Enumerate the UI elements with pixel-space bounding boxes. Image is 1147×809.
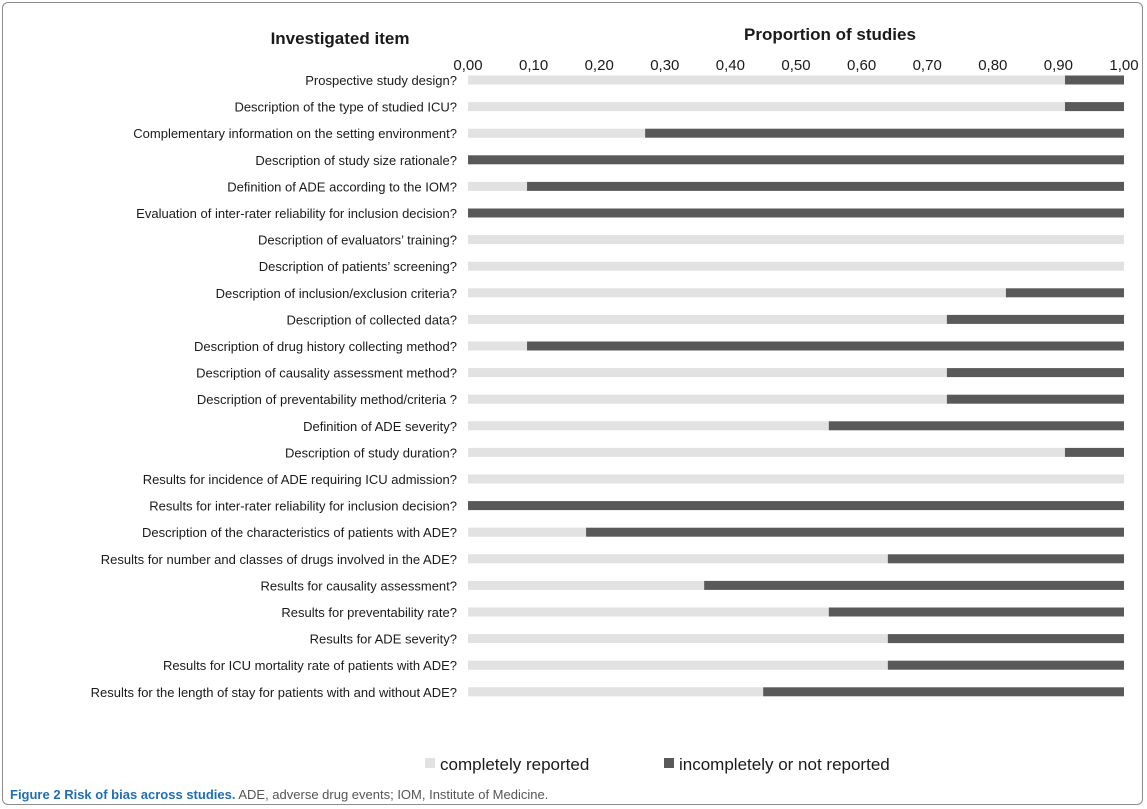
bar-segment-completely-reported <box>468 128 646 138</box>
bar-segment-incompletely-reported <box>468 501 1124 511</box>
x-tick-label: 0,50 <box>781 57 810 74</box>
category-label: Description of collected data? <box>286 312 457 327</box>
bar-segment-incompletely-reported <box>887 634 1124 644</box>
bar-segment-completely-reported <box>468 288 1006 298</box>
category-label: Results for ADE severity? <box>310 632 457 647</box>
legend-label-incompletely-reported: incompletely or not reported <box>679 755 890 774</box>
bar-segment-completely-reported <box>468 527 587 537</box>
bar-segment-incompletely-reported <box>527 181 1124 191</box>
bar-segment-incompletely-reported <box>946 314 1124 324</box>
bar-segment-completely-reported <box>468 634 888 644</box>
x-tick-label: 0,00 <box>453 57 482 74</box>
bar-segment-completely-reported <box>468 660 888 670</box>
category-label: Evaluation of inter-rater reliability fo… <box>136 206 457 221</box>
bar-segment-incompletely-reported <box>1064 75 1124 85</box>
bar-segment-incompletely-reported <box>1005 288 1124 298</box>
x-tick-label: 0,70 <box>913 57 942 74</box>
bar-segment-incompletely-reported <box>887 554 1124 564</box>
x-tick-label: 0,20 <box>585 57 614 74</box>
category-label: Definition of ADE severity? <box>303 419 457 434</box>
category-labels: Prospective study design? Description of … <box>91 73 457 700</box>
category-label: Results for causality assessment? <box>260 578 457 593</box>
x-tick-label: 0,60 <box>847 57 876 74</box>
figure-title: Risk of bias across studies. <box>64 787 236 802</box>
bar-segment-incompletely-reported <box>527 341 1124 351</box>
bar-segment-completely-reported <box>468 580 705 590</box>
bar-segment-completely-reported <box>468 368 947 378</box>
bar-segment-incompletely-reported <box>828 421 1124 431</box>
bar-segment-incompletely-reported <box>946 394 1124 404</box>
bar-segment-completely-reported <box>468 235 1124 245</box>
figure-caption: Figure 2 Risk of bias across studies. AD… <box>10 787 1130 802</box>
category-label: Results for incidence of ADE requiring I… <box>143 472 457 487</box>
category-label: Description of study duration? <box>285 445 457 460</box>
bar-segment-incompletely-reported <box>1064 447 1124 457</box>
category-label: Description of the type of studied ICU? <box>234 100 457 115</box>
top-header: Proportion of studies <box>744 25 916 44</box>
bar-segment-incompletely-reported <box>946 368 1124 378</box>
bar-segment-completely-reported <box>468 181 528 191</box>
x-tick-label: 0,40 <box>716 57 745 74</box>
category-label: Description of study size rationale? <box>255 153 457 168</box>
category-label: Results for the length of stay for patie… <box>91 685 457 700</box>
bar-segment-completely-reported <box>468 421 829 431</box>
category-label: Description of inclusion/exclusion crite… <box>216 286 457 301</box>
category-label: Results for number and classes of drugs … <box>101 552 457 567</box>
category-label: Description of the characteristics of pa… <box>142 525 457 540</box>
bar-segment-incompletely-reported <box>645 128 1124 138</box>
category-label: Complementary information on the setting… <box>133 126 457 141</box>
bar-segment-completely-reported <box>468 261 1124 271</box>
bar-segment-completely-reported <box>468 394 947 404</box>
bar-segment-incompletely-reported <box>1064 102 1124 112</box>
bar-segment-completely-reported <box>468 447 1065 457</box>
bar-segment-incompletely-reported <box>828 607 1124 617</box>
figure-label: Figure 2 <box>10 787 61 802</box>
x-tick-label: 0,80 <box>978 57 1007 74</box>
bar-segment-incompletely-reported <box>887 660 1124 670</box>
category-label: Description of causality assessment meth… <box>196 366 457 381</box>
category-label: Results for ICU mortality rate of patien… <box>163 658 457 673</box>
legend: completely reported incompletely or not … <box>425 755 890 774</box>
category-label: Prospective study design? <box>305 73 457 88</box>
x-tick-label: 0,90 <box>1044 57 1073 74</box>
category-label: Results for preventability rate? <box>281 605 457 620</box>
legend-swatch-incompletely-reported <box>664 758 674 768</box>
legend-label-completely-reported: completely reported <box>440 755 589 774</box>
category-label: Definition of ADE according to the IOM? <box>227 179 457 194</box>
x-tick-label: 0,10 <box>519 57 548 74</box>
category-label: Description of drug history collecting m… <box>194 339 457 354</box>
category-label: Description of patients’ screening? <box>259 259 457 274</box>
left-header: Investigated item <box>271 29 410 48</box>
x-tick-label: 1,00 <box>1109 57 1138 74</box>
category-label: Results for inter-rater reliability for … <box>149 499 457 514</box>
bar-segment-completely-reported <box>468 75 1065 85</box>
figure-caption-text: ADE, adverse drug events; IOM, Institute… <box>238 787 549 802</box>
legend-swatch-completely-reported <box>425 758 435 768</box>
bar-segment-incompletely-reported <box>468 208 1124 218</box>
bar-segment-completely-reported <box>468 341 528 351</box>
category-label: Description of evaluators’ training? <box>258 233 457 248</box>
bar-segment-incompletely-reported <box>586 527 1124 537</box>
bar-segment-completely-reported <box>468 554 888 564</box>
bar-segment-completely-reported <box>468 607 829 617</box>
bar-segment-incompletely-reported <box>763 687 1124 697</box>
x-axis-ticks: 0,00 0,10 0,20 0,30 0,40 0,50 0,60 0,70 0,80 0,90… <box>453 57 1138 74</box>
bar-segment-completely-reported <box>468 474 1124 484</box>
bar-segment-incompletely-reported <box>468 155 1124 165</box>
bar-segment-completely-reported <box>468 687 764 697</box>
category-label: Description of preventability method/cri… <box>197 392 457 407</box>
bar-segment-completely-reported <box>468 102 1065 112</box>
bar-segment-completely-reported <box>468 314 947 324</box>
bars <box>468 75 1124 697</box>
stacked-bar-chart: Investigated item Proportion of studies … <box>91 25 1139 774</box>
x-tick-label: 0,30 <box>650 57 679 74</box>
bar-segment-incompletely-reported <box>704 580 1124 590</box>
